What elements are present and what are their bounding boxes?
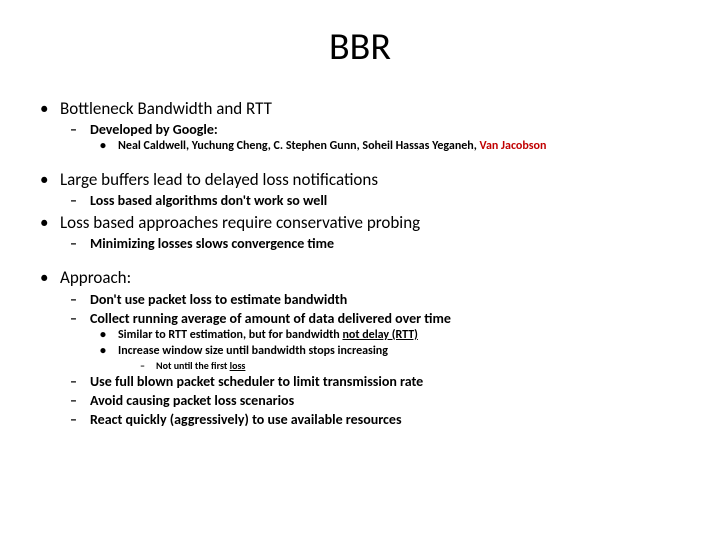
authors-prefix: Neal Caldwell, Yuchung Cheng, C. Stephen…: [118, 139, 480, 153]
bullet-packet-scheduler: Use full blown packet scheduler to limit…: [70, 373, 690, 391]
loss-underline: loss: [230, 359, 246, 372]
not-until-prefix: Not until the first: [156, 359, 230, 372]
bullet-react-quickly: React quickly (aggressively) to use avai…: [70, 411, 690, 429]
bullet-bbr-expansion: Bottleneck Bandwidth and RTT: [40, 98, 690, 120]
bullet-loss-approaches: Loss based approaches require conservati…: [40, 212, 690, 234]
bullet-collect-avg: Collect running average of amount of dat…: [70, 310, 690, 328]
bullet-authors: Neal Caldwell, Yuchung Cheng, C. Stephen…: [100, 139, 690, 155]
bullet-large-buffers: Large buffers lead to delayed loss notif…: [40, 169, 690, 191]
slide-title: BBR: [30, 24, 690, 70]
bullet-dont-use-loss: Don't use packet loss to estimate bandwi…: [70, 291, 690, 309]
bullet-approach: Approach:: [40, 267, 690, 289]
bullet-avoid-loss: Avoid causing packet loss scenarios: [70, 392, 690, 410]
author-van-jacobson: Van Jacobson: [480, 139, 547, 153]
similar-rtt-prefix: Similar to RTT estimation, but for bandw…: [118, 328, 342, 342]
bullet-minimizing-losses: Minimizing losses slows convergence time: [70, 235, 690, 253]
not-delay-rtt: not delay (RTT): [342, 328, 417, 342]
bullet-increase-window: Increase window size until bandwidth sto…: [100, 344, 690, 360]
bullet-not-until-loss: Not until the first loss: [140, 359, 690, 372]
bullet-similar-rtt: Similar to RTT estimation, but for bandw…: [100, 328, 690, 344]
bullet-developed-by: Developed by Google:: [70, 121, 690, 139]
bullet-loss-algos: Loss based algorithms don't work so well: [70, 192, 690, 210]
